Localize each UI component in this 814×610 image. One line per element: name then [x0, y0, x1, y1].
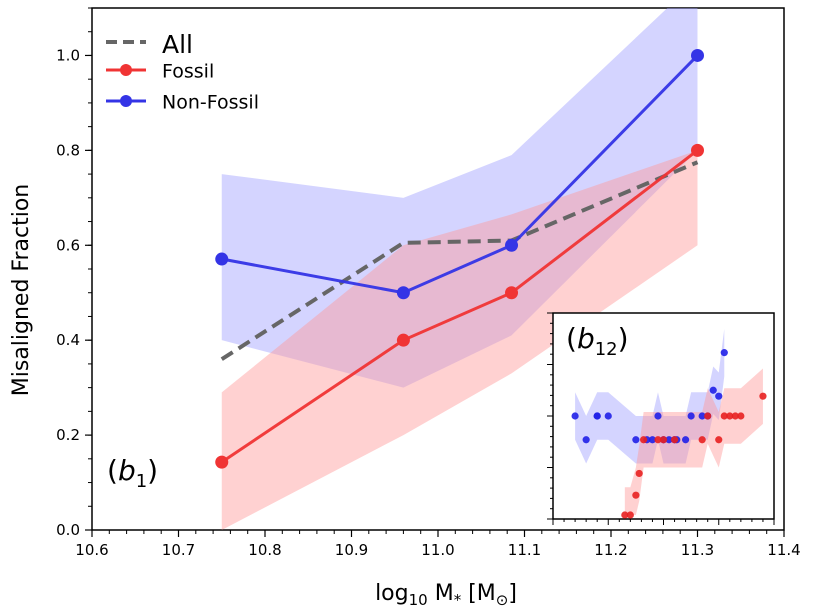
x-tick-label: 10.8: [248, 541, 281, 559]
x-axis-ticks: 10.6 10.7 10.8 10.9 11.0 11.1 11.2 11.3 11.4: [75, 530, 801, 559]
inset-fossil-point: [659, 436, 668, 444]
inset-fossil-point: [621, 511, 629, 519]
inset-fossil-point: [640, 436, 648, 444]
legend-nonfossil-marker: [120, 95, 132, 107]
x-tick-label: 10.6: [75, 541, 108, 559]
inset-ticks: [547, 312, 775, 525]
x-tick-label: 11.4: [767, 541, 800, 559]
panel-label-b1: (b1): [107, 454, 158, 492]
inset-fossil-point: [635, 469, 643, 478]
inset-non-fossil-point: [593, 412, 601, 420]
y-tick-label: 0.0: [56, 521, 80, 539]
inset-non-fossil-point: [715, 392, 723, 400]
inset-non-fossil-point: [571, 412, 579, 420]
x-tick-label: 11.2: [594, 541, 627, 559]
non-fossil-data-point: [691, 48, 704, 62]
inset-non-fossil-point: [648, 436, 657, 444]
inset-bands: [575, 328, 763, 515]
inset-non-fossil-point: [682, 436, 690, 444]
inset-fossil-point: [670, 436, 679, 444]
x-tick-label: 10.7: [162, 541, 195, 559]
x-tick-label: 11.0: [421, 541, 454, 559]
x-tick-label: 10.9: [335, 541, 368, 559]
x-tick-label: 11.1: [508, 541, 541, 559]
inset-points: [571, 349, 767, 519]
y-tick-label: 0.8: [56, 141, 80, 159]
legend-all-label: All: [162, 30, 193, 59]
x-tick-label: 11.3: [681, 541, 714, 559]
fossil-data-point: [691, 143, 704, 157]
legend-nonfossil-label: Non-Fossil: [162, 92, 259, 114]
fossil-confidence-band: [221, 150, 698, 530]
non-fossil-data-point: [396, 286, 410, 300]
inset-fossil-point: [737, 412, 745, 420]
inset-non-fossil-point: [632, 436, 640, 444]
fossil-data-point: [215, 455, 229, 469]
non-fossil-data-point: [215, 252, 229, 266]
fossil-data-point: [505, 286, 519, 300]
inset-fossil-point: [698, 436, 706, 444]
inset-fossil-band: [624, 368, 763, 515]
inset-non-fossil-point: [698, 412, 706, 420]
y-tick-label: 0.4: [56, 331, 80, 349]
y-axis-ticks: 0.0 0.2 0.4 0.6 0.8 1.0: [56, 7, 92, 539]
x-axis-title: log10 M* [M⊙]: [375, 581, 517, 609]
y-axis-title: Misaligned Fraction: [9, 184, 34, 396]
non-fossil-data-point: [505, 238, 519, 252]
panel-label-b12: (b12): [566, 322, 629, 360]
y-tick-label: 1.0: [56, 46, 80, 64]
inset-fossil-point: [731, 412, 739, 420]
inset-fossil-point: [632, 491, 640, 499]
fossil-series-line: [220, 149, 699, 464]
inset-non-fossil-point: [604, 412, 612, 420]
inset-fossil-point: [715, 436, 723, 444]
inset-non-fossil-point: [720, 349, 728, 357]
inset-fossil-point: [720, 412, 728, 420]
fossil-data-point: [396, 333, 410, 347]
inset-non-fossil-point: [582, 436, 590, 444]
series-lines: [220, 54, 699, 464]
inset-non-fossil-point: [709, 386, 717, 394]
inset-fossil-point: [626, 511, 634, 519]
y-tick-label: 0.2: [56, 426, 80, 444]
legend-fossil-label: Fossil: [162, 61, 214, 83]
inset-nonfossil-band: [575, 328, 725, 464]
inset-fossil-point: [759, 392, 767, 400]
inset-non-fossil-point: [665, 436, 673, 444]
all-series-line: [220, 160, 699, 361]
non-fossil-series-line: [221, 54, 699, 295]
y-tick-label: 0.6: [56, 236, 80, 254]
non-fossil-confidence-band: [221, 8, 698, 388]
series-points: [215, 48, 704, 469]
inset-fossil-point: [704, 412, 712, 420]
inset-fossil-point: [654, 436, 662, 444]
legend-fossil-marker: [120, 64, 132, 76]
inset-fossil-point: [726, 412, 734, 420]
inset-non-fossil-point: [687, 412, 695, 420]
legend: All Fossil Non-Fossil: [106, 30, 259, 114]
confidence-bands: [221, 8, 698, 530]
inset-non-fossil-point: [654, 412, 662, 420]
